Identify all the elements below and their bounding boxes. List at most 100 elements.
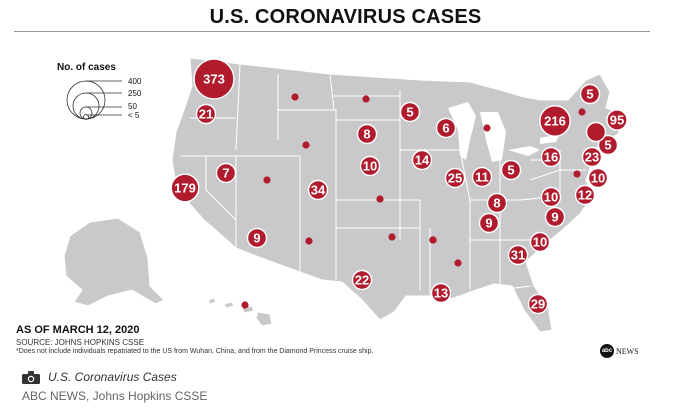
bubble-pennsylvania (540, 146, 562, 168)
legend-value-250: 250 (128, 89, 142, 98)
bubble-label-district-of-columbia: 10 (591, 171, 605, 186)
bubble-label-oregon: 21 (199, 107, 213, 122)
bubble-label-maryland: 12 (578, 188, 592, 203)
bubble-label-tennessee: 9 (485, 216, 492, 231)
bubble-vermont (578, 108, 586, 116)
bubble-new-hampshire (579, 83, 601, 105)
bubble-south-carolina (529, 231, 551, 253)
legend-circle-50 (79, 106, 93, 120)
image-caption: U.S. Coronavirus Cases (22, 370, 177, 384)
bubble-label-colorado: 34 (311, 183, 326, 198)
legend-circle-lt5 (83, 114, 89, 120)
bubble-new-york (539, 105, 571, 137)
bubble-oklahoma (388, 233, 396, 241)
bubble-label-georgia: 31 (511, 248, 525, 263)
bubble-washington (193, 58, 235, 100)
hawaii-island-2 (223, 301, 235, 309)
abc-news-logo: abc NEWS (600, 344, 639, 358)
bubble-illinois (444, 167, 466, 189)
bubble-label-ohio: 5 (507, 163, 514, 178)
bubble-georgia (507, 244, 529, 266)
bubble-kansas (376, 195, 384, 203)
bubble-arizona (246, 227, 268, 249)
legend-circle-400 (66, 80, 106, 120)
legend-value-400: 400 (128, 77, 142, 86)
abc-logo-mark: abc (600, 344, 614, 358)
bubble-district-of-columbia (587, 167, 609, 189)
bubble-label-nebraska: 10 (363, 159, 377, 174)
legend-value-lt5: < 5 (128, 111, 140, 120)
abc-logo-text: NEWS (616, 346, 639, 356)
bubble-label-kentucky: 8 (493, 196, 500, 211)
bubble-label-new-hampshire: 5 (586, 87, 593, 102)
alaska-shape (63, 217, 165, 307)
bubble-north-carolina (544, 206, 566, 228)
bubble-nebraska (359, 155, 381, 177)
bubble-kentucky (486, 192, 508, 214)
bubble-north-dakota (362, 95, 370, 103)
bubble-label-south-dakota: 8 (363, 127, 370, 142)
legend-title: No. of cases (57, 62, 116, 73)
bubble-label-florida: 29 (531, 297, 545, 312)
caption-text: U.S. Coronavirus Cases (48, 370, 177, 384)
bubble-label-iowa: 14 (415, 153, 430, 168)
bubble-label-california: 179 (174, 181, 196, 196)
source-line: SOURCE: JOHNS HOPKINS CSSE (16, 338, 145, 347)
bubble-label-illinois: 25 (448, 171, 462, 186)
bubble-ohio (500, 159, 522, 181)
bubble-utah (263, 176, 271, 184)
bubble-new-mexico (305, 237, 313, 245)
bubble-iowa (411, 149, 433, 171)
bubble-maryland (574, 184, 596, 206)
title-rule (14, 31, 650, 32)
map-title: U.S. CORONAVIRUS CASES (209, 6, 482, 28)
legend-value-50: 50 (128, 102, 137, 111)
bubble-south-dakota (356, 123, 378, 145)
bubble-label-louisiana: 13 (434, 286, 448, 301)
footnote: *Does not include individuals repatriate… (16, 348, 374, 355)
bubble-louisiana (430, 282, 452, 304)
bubble-minnesota (399, 101, 421, 123)
bubble-delaware (573, 170, 581, 178)
bubble-label-nevada: 7 (222, 166, 229, 181)
bubble-label-massachusetts: 95 (610, 113, 624, 128)
bubble-wisconsin (435, 117, 457, 139)
bubble-connecticut (597, 134, 619, 156)
bubble-label-connecticut: 5 (604, 138, 611, 153)
bubble-arkansas (429, 236, 437, 244)
bubble-label-new-york: 216 (544, 114, 566, 129)
hawaii-island-1 (207, 297, 217, 305)
bubble-tennessee (478, 212, 500, 234)
bubble-michigan (483, 124, 491, 132)
bubble-label-wisconsin: 6 (442, 121, 449, 136)
bubble-nevada (215, 162, 237, 184)
bubble-label-new-jersey: 23 (585, 150, 599, 165)
camera-icon (22, 370, 40, 384)
bubble-rhode-island (585, 121, 607, 143)
hawaii-island-4 (255, 311, 273, 327)
bubble-california (170, 173, 200, 203)
image-credit: ABC NEWS, Johns Hopkins CSSE (22, 389, 208, 403)
bubble-virginia (540, 186, 562, 208)
bubble-label-texas: 22 (355, 273, 369, 288)
legend-circles (66, 80, 122, 120)
bubble-label-washington: 373 (203, 72, 225, 87)
bubble-indiana (471, 166, 493, 188)
bubble-florida (527, 293, 549, 315)
great-lakes (448, 102, 560, 162)
bubble-new-jersey (581, 146, 603, 168)
bubble-mississippi (454, 259, 462, 267)
bubble-oregon (195, 103, 217, 125)
as-of-date: AS OF MARCH 12, 2020 (16, 324, 140, 336)
bubble-label-north-carolina: 9 (551, 210, 558, 225)
bubble-montana (291, 93, 299, 101)
bubble-massachusetts (606, 109, 628, 131)
bubble-label-arizona: 9 (253, 231, 260, 246)
bubble-label-virginia: 10 (544, 190, 558, 205)
bubble-hawaii (241, 301, 249, 309)
bubble-label-south-carolina: 10 (533, 235, 547, 250)
bubble-colorado (307, 179, 329, 201)
bubble-label-indiana: 11 (475, 170, 489, 185)
